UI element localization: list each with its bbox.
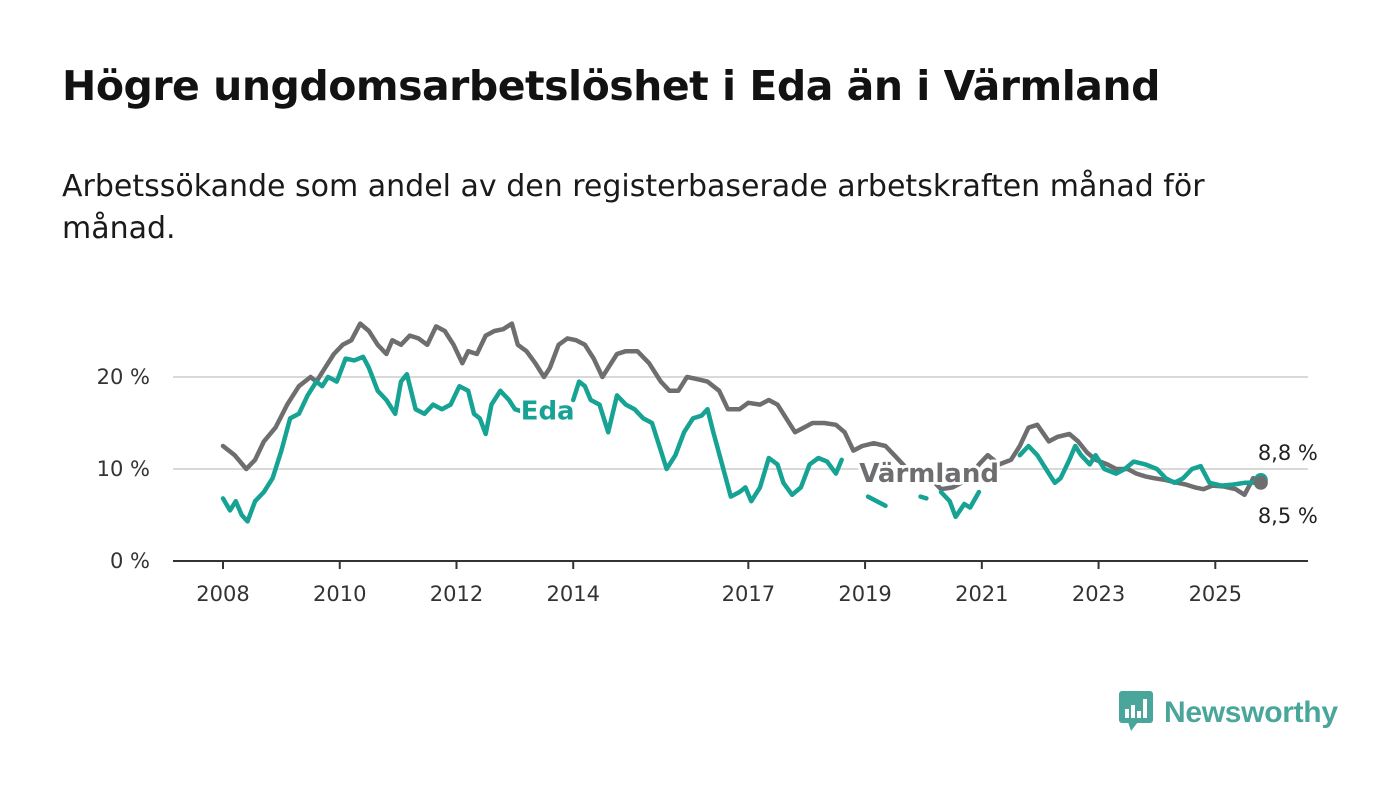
- end-value-label: 8,5 %: [1258, 504, 1318, 528]
- series-label-v-rmland: Värmland: [859, 459, 999, 489]
- grid-lines: [173, 376, 1308, 470]
- series-line-eda: [938, 489, 982, 520]
- series-line-eda: [865, 494, 888, 509]
- series-labels: Eda Värmland: [518, 393, 1002, 492]
- x-tick-label: 2017: [722, 582, 775, 606]
- x-tick-label: 2012: [430, 582, 483, 606]
- end-point-marker: [1253, 475, 1268, 490]
- x-axis: 2008 2010 2012 2014 2017 2019 2021 2023 2025: [173, 560, 1308, 606]
- y-tick-label: 20 %: [97, 365, 150, 389]
- newsworthy-logo: Newsworthy: [1118, 689, 1338, 737]
- series-line-eda: [220, 354, 535, 524]
- series-line-eda: [918, 494, 929, 501]
- series-lines: [220, 321, 1265, 524]
- x-tick-label: 2014: [546, 582, 599, 606]
- x-tick-label: 2010: [313, 582, 366, 606]
- x-tick-label: 2023: [1072, 582, 1125, 606]
- y-tick-label: 10 %: [97, 457, 150, 481]
- bar-chart-speech-bubble-icon: [1118, 689, 1154, 737]
- series-line-eda: [1017, 443, 1265, 488]
- x-tick-label: 2021: [955, 582, 1008, 606]
- chart-subtitle: Arbetssökande som andel av den registerb…: [62, 169, 1205, 246]
- x-tick-label: 2008: [196, 582, 249, 606]
- series-line-v-rmland: [220, 321, 1265, 498]
- chart-title: Högre ungdomsarbetslöshet i Eda än i Vär…: [62, 62, 1160, 110]
- series-label-eda: Eda: [521, 396, 575, 426]
- end-markers: 8,8 % 8,5 %: [1253, 441, 1318, 528]
- y-axis-ticks: 0 % 10 % 20 %: [97, 365, 150, 573]
- y-tick-label: 0 %: [110, 549, 150, 573]
- brand-name: Newsworthy: [1164, 696, 1338, 729]
- x-tick-label: 2025: [1189, 582, 1242, 606]
- x-tick-label: 2019: [838, 582, 891, 606]
- series-line-eda: [570, 379, 844, 504]
- end-value-label: 8,8 %: [1258, 441, 1318, 465]
